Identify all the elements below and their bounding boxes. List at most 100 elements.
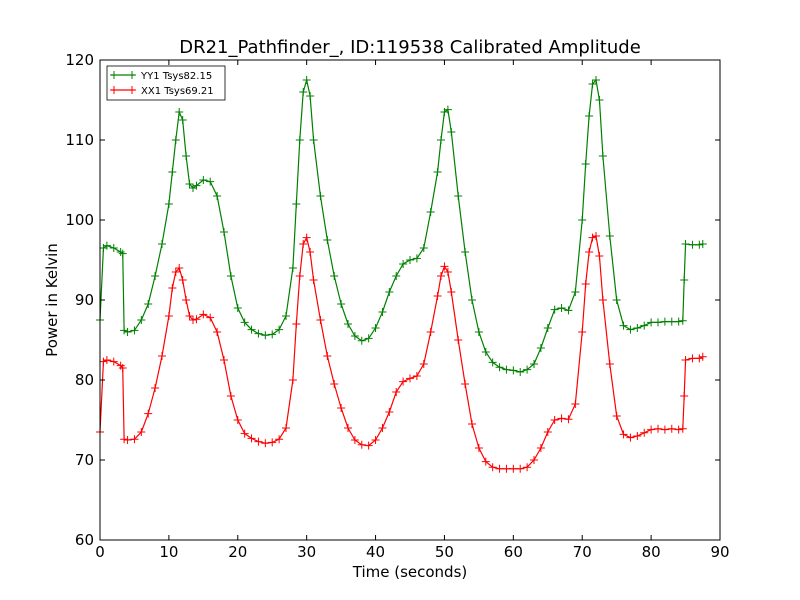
data-point — [660, 317, 669, 326]
data-point — [502, 365, 511, 374]
data-point — [316, 316, 325, 324]
data-point — [288, 376, 297, 384]
data-point — [357, 440, 366, 449]
data-point — [443, 105, 452, 114]
data-point — [588, 233, 597, 242]
data-point — [275, 435, 284, 444]
data-point — [120, 326, 129, 335]
data-point — [419, 360, 428, 368]
y-tick-label: 110 — [65, 131, 94, 149]
data-point — [543, 324, 552, 332]
data-point — [495, 363, 504, 372]
legend-marker — [128, 86, 136, 94]
data-point — [695, 354, 704, 363]
data-point — [488, 358, 497, 367]
data-point — [337, 404, 346, 412]
data-point — [302, 76, 311, 84]
axis-ticks: 0 10 20 30 40 50 60 70 80 90 60 70 80 90 100 110 120 — [65, 51, 729, 561]
y-tick-label: 120 — [65, 51, 94, 69]
data-point — [461, 248, 470, 256]
data-point — [199, 310, 208, 319]
legend-entry: YY1 Tsys82.15 — [110, 71, 212, 82]
data-point — [530, 456, 538, 464]
data-point — [323, 352, 332, 360]
data-point — [137, 428, 146, 436]
data-point — [275, 325, 284, 334]
y-axis-label: Power in Kelvin — [43, 243, 61, 357]
data-point — [626, 433, 635, 442]
x-tick-label: 70 — [573, 543, 592, 561]
data-point — [247, 325, 256, 334]
data-point — [385, 288, 394, 296]
data-point — [175, 108, 184, 116]
data-point — [282, 312, 290, 320]
data-point — [585, 112, 594, 120]
x-tick-label: 60 — [504, 543, 523, 561]
data-point — [660, 425, 669, 434]
data-point — [261, 439, 270, 448]
data-point — [468, 296, 476, 304]
data-point — [199, 176, 208, 184]
data-point — [588, 80, 597, 88]
data-point — [654, 424, 662, 433]
series-0 — [96, 76, 707, 376]
legend-marker — [110, 86, 118, 94]
series-line — [99, 235, 704, 470]
data-point — [144, 409, 153, 418]
data-point — [171, 268, 180, 276]
data-point — [102, 356, 111, 364]
data-point — [695, 240, 704, 249]
data-point — [99, 357, 108, 366]
data-point — [220, 356, 228, 364]
data-point — [295, 136, 304, 144]
data-point — [371, 324, 380, 332]
data-point — [474, 444, 483, 452]
data-point — [123, 436, 132, 444]
legend-marker — [110, 71, 118, 79]
data-point — [240, 318, 249, 327]
data-point — [481, 457, 490, 466]
legend-label: YY1 Tsys82.15 — [140, 71, 212, 82]
data-point — [633, 432, 642, 440]
data-point — [488, 463, 497, 472]
data-point — [178, 276, 187, 284]
y-tick-label: 70 — [75, 451, 94, 469]
data-point — [399, 260, 408, 268]
data-point — [523, 365, 532, 374]
data-point — [647, 425, 656, 434]
data-point — [680, 276, 689, 284]
data-point — [536, 444, 545, 452]
data-point — [461, 380, 470, 388]
data-point — [536, 344, 545, 352]
data-point — [226, 392, 235, 400]
data-point — [619, 430, 628, 439]
data-point — [158, 352, 166, 360]
data-point — [571, 400, 580, 408]
data-point — [109, 357, 118, 366]
data-point — [233, 416, 242, 424]
data-point — [185, 180, 194, 188]
data-point — [240, 429, 249, 438]
data-point — [612, 412, 621, 420]
data-point — [598, 296, 607, 304]
data-point — [654, 318, 662, 327]
data-point — [330, 272, 339, 280]
data-point — [302, 233, 311, 242]
data-point — [440, 262, 449, 271]
data-point — [412, 372, 421, 380]
data-point — [378, 424, 387, 432]
legend-label: XX1 Tsys69.21 — [141, 86, 214, 97]
x-tick-label: 0 — [95, 543, 105, 561]
data-point — [626, 325, 635, 334]
data-point — [220, 228, 228, 236]
data-point — [564, 306, 573, 315]
x-tick-label: 10 — [159, 543, 178, 561]
x-tick-label: 50 — [435, 543, 454, 561]
data-point — [364, 334, 373, 343]
data-point — [350, 436, 359, 444]
data-point — [619, 321, 628, 330]
data-point — [433, 292, 442, 300]
data-point — [392, 272, 401, 280]
data-point — [226, 272, 235, 280]
data-point — [557, 304, 566, 312]
